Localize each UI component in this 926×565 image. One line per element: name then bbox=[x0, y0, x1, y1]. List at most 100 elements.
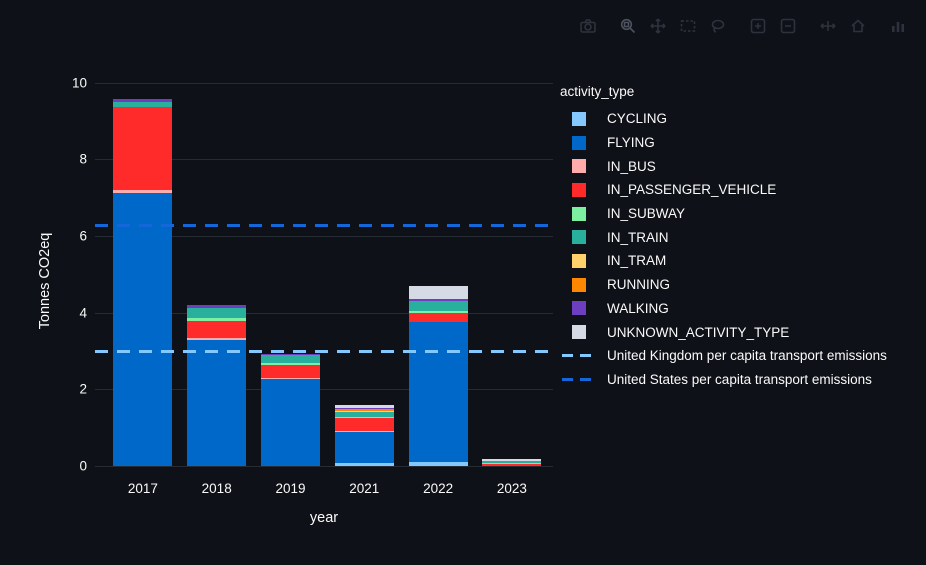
legend-item-in_passenger_vehicle[interactable]: IN_PASSENGER_VEHICLE bbox=[560, 178, 887, 202]
x-axis-title: year bbox=[309, 510, 339, 526]
bar-segment-in_subway-2023[interactable] bbox=[482, 462, 542, 465]
gridline bbox=[95, 389, 553, 391]
bar-segment-in_tram-2021[interactable] bbox=[334, 410, 394, 412]
plotly-logo-icon[interactable] bbox=[888, 16, 908, 36]
legend-item-reference-line[interactable]: United Kingdom per capita transport emis… bbox=[560, 344, 887, 368]
gridline bbox=[95, 159, 553, 161]
reference-line bbox=[95, 350, 553, 354]
bar-segment-in_train-2017[interactable] bbox=[113, 101, 173, 108]
bar-segment-unknown_activity_type-2021[interactable] bbox=[334, 405, 394, 409]
legend-label: IN_TRAIN bbox=[607, 229, 669, 245]
bar-segment-in_bus-2017[interactable] bbox=[113, 190, 173, 193]
plotly-modebar bbox=[578, 16, 926, 36]
modebar-group bbox=[888, 16, 918, 36]
bar-segment-in_train-2022[interactable] bbox=[408, 301, 468, 312]
reset-axes-icon[interactable] bbox=[848, 16, 868, 36]
legend-label: RUNNING bbox=[607, 277, 670, 293]
bar-segment-unknown_activity_type-2022[interactable] bbox=[408, 285, 468, 300]
legend-item-reference-line[interactable]: United States per capita transport emiss… bbox=[560, 368, 887, 392]
modebar-group bbox=[818, 16, 878, 36]
legend-dash-icon bbox=[562, 377, 596, 381]
legend-title: activity_type bbox=[560, 84, 635, 99]
bar-segment-in_train-2023[interactable] bbox=[482, 461, 542, 463]
legend-swatch-icon bbox=[572, 159, 586, 174]
bar-segment-walking-2021[interactable] bbox=[334, 408, 394, 410]
box-select-icon[interactable] bbox=[678, 16, 698, 36]
modebar-group bbox=[618, 16, 738, 36]
bar-segment-in_train-2018[interactable] bbox=[187, 307, 247, 319]
zoom-out-icon[interactable] bbox=[778, 16, 798, 36]
download-plot-icon[interactable] bbox=[578, 16, 598, 36]
legend-swatch-icon bbox=[572, 182, 586, 197]
legend-swatch-icon bbox=[572, 230, 586, 245]
legend-item-in_train[interactable]: IN_TRAIN bbox=[560, 225, 887, 249]
bar-segment-in_subway-2019[interactable] bbox=[261, 362, 320, 366]
bar-segment-in_subway-2022[interactable] bbox=[408, 311, 468, 313]
bar-segment-flying-2018[interactable] bbox=[187, 340, 247, 466]
bar-segment-in_train-2021[interactable] bbox=[334, 411, 394, 417]
lasso-select-icon[interactable] bbox=[708, 16, 728, 36]
bar-segment-walking-2019[interactable] bbox=[261, 353, 320, 356]
y-tick-label: 0 bbox=[79, 458, 87, 474]
legend-item-running[interactable]: RUNNING bbox=[560, 273, 887, 297]
pan-icon[interactable] bbox=[648, 16, 668, 36]
bar-segment-flying-2022[interactable] bbox=[408, 321, 468, 463]
legend-label: United States per capita transport emiss… bbox=[607, 371, 872, 387]
legend-label: FLYING bbox=[607, 135, 655, 151]
legend-item-unknown_activity_type[interactable]: UNKNOWN_ACTIVITY_TYPE bbox=[560, 320, 887, 344]
bar-segment-flying-2021[interactable] bbox=[334, 432, 394, 463]
legend-items: CYCLING FLYING IN_BUS IN_PASSENGER_VEHICLE I… bbox=[560, 107, 887, 391]
bar-segment-in_passenger_vehicle-2022[interactable] bbox=[408, 312, 468, 322]
legend-swatch-icon bbox=[572, 277, 586, 292]
legend-label: CYCLING bbox=[607, 111, 668, 127]
y-tick-label: 8 bbox=[79, 151, 87, 167]
reference-line bbox=[95, 224, 553, 228]
bar-segment-in_passenger_vehicle-2019[interactable] bbox=[261, 365, 320, 378]
x-tick-label: 2022 bbox=[423, 481, 454, 496]
bar-segment-cycling-2021[interactable] bbox=[334, 462, 394, 466]
gridline bbox=[95, 82, 553, 84]
legend-swatch-icon bbox=[572, 206, 586, 221]
autoscale-icon[interactable] bbox=[818, 16, 838, 36]
legend-item-cycling[interactable]: CYCLING bbox=[560, 107, 887, 131]
legend-item-flying[interactable]: FLYING bbox=[560, 131, 887, 155]
bar-segment-flying-2019[interactable] bbox=[261, 378, 320, 466]
modebar-group bbox=[578, 16, 608, 36]
bar-segment-in_bus-2021[interactable] bbox=[334, 431, 394, 433]
legend-label: IN_BUS bbox=[607, 158, 656, 174]
bar-segment-in_bus-2018[interactable] bbox=[187, 338, 247, 341]
legend-swatch-icon bbox=[572, 135, 586, 150]
bar-segment-in_passenger_vehicle-2017[interactable] bbox=[113, 107, 173, 191]
zoom-in-icon[interactable] bbox=[748, 16, 768, 36]
x-tick-label: 2018 bbox=[201, 481, 232, 496]
bar-segment-walking-2022[interactable] bbox=[408, 299, 468, 302]
bar-segment-flying-2017[interactable] bbox=[113, 192, 173, 466]
bar-segment-walking-2018[interactable] bbox=[187, 304, 247, 308]
legend-item-in_tram[interactable]: IN_TRAM bbox=[560, 249, 887, 273]
bar-segment-in_subway-2021[interactable] bbox=[334, 416, 394, 419]
x-tick-label: 2021 bbox=[349, 481, 380, 496]
gridline bbox=[95, 235, 553, 237]
bar-segment-in_bus-2019[interactable] bbox=[261, 377, 320, 379]
legend-item-walking[interactable]: WALKING bbox=[560, 297, 887, 321]
bar-segment-in_passenger_vehicle-2021[interactable] bbox=[334, 418, 394, 432]
bar-segment-in_subway-2018[interactable] bbox=[187, 318, 247, 322]
zoom-icon[interactable] bbox=[618, 16, 638, 36]
bar-segment-in_passenger_vehicle-2018[interactable] bbox=[187, 321, 247, 339]
bar-segment-walking-2017[interactable] bbox=[113, 98, 173, 102]
legend-swatch-icon bbox=[572, 301, 586, 316]
y-tick-label: 6 bbox=[79, 228, 87, 244]
y-tick-label: 10 bbox=[71, 75, 87, 90]
bar-segment-in_train-2019[interactable] bbox=[261, 355, 320, 363]
bar-segment-running-2021[interactable] bbox=[334, 409, 394, 411]
bar-segment-cycling-2022[interactable] bbox=[408, 462, 468, 466]
x-tick-label: 2019 bbox=[275, 481, 306, 496]
bar-segment-in_passenger_vehicle-2023[interactable] bbox=[482, 464, 542, 466]
legend-item-in_subway[interactable]: IN_SUBWAY bbox=[560, 202, 887, 226]
legend-swatch-icon bbox=[572, 325, 586, 340]
bar-segment-unknown_activity_type-2023[interactable] bbox=[482, 458, 542, 461]
legend-dash-icon bbox=[562, 354, 596, 358]
legend-item-in_bus[interactable]: IN_BUS bbox=[560, 154, 887, 178]
y-axis-title: Tonnes CO2eq bbox=[37, 233, 53, 330]
